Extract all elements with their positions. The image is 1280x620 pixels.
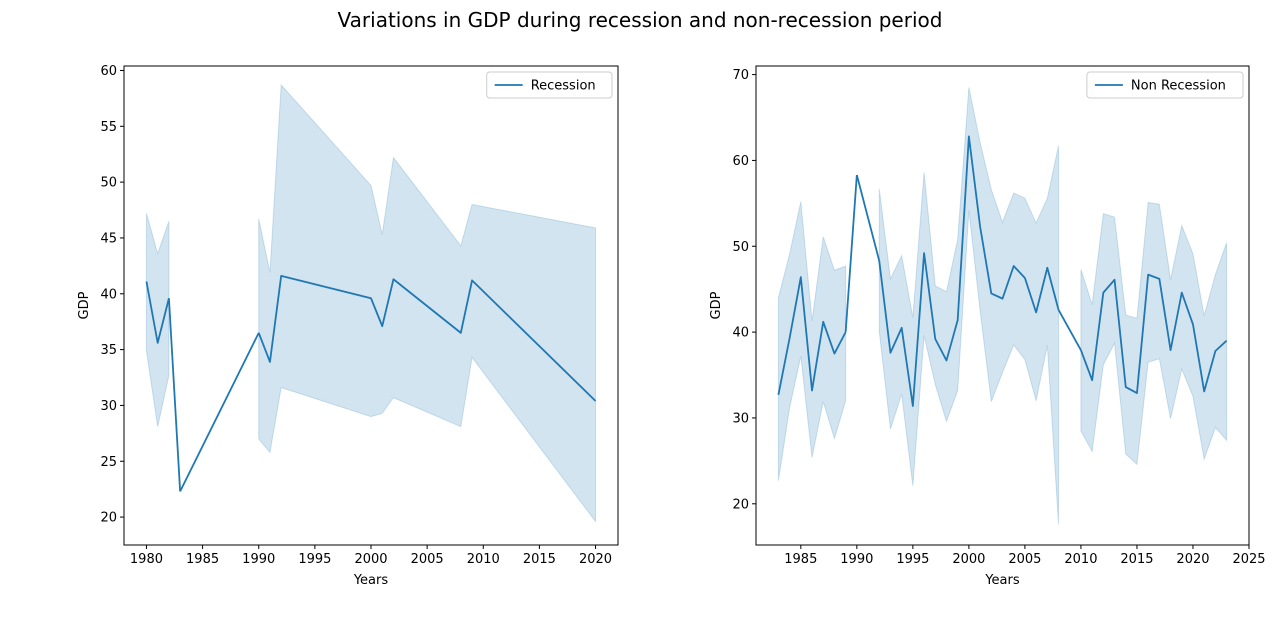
x-tick-label-left-8: 2020 <box>579 552 612 567</box>
series-line-left-2 <box>257 275 597 402</box>
x-tick-label-right-7: 2020 <box>1176 552 1209 567</box>
x-tick-label-right-2: 1995 <box>896 552 929 567</box>
y-tick-label-right-2: 40 <box>732 326 749 341</box>
y-tick-label-left-0: 20 <box>100 511 117 526</box>
x-tick-label-left-2: 1990 <box>242 552 275 567</box>
x-tick-label-right-8: 2025 <box>1232 552 1265 567</box>
confidence-band-left-2 <box>258 83 597 524</box>
x-tick-label-right-3: 2000 <box>952 552 985 567</box>
y-tick-label-left-1: 25 <box>100 455 117 470</box>
series-line-bridge-right-2 <box>1057 309 1082 351</box>
x-tick-label-right-4: 2005 <box>1008 552 1041 567</box>
legend-box-left <box>486 71 613 99</box>
x-axis-label-left: Years <box>353 573 389 588</box>
axes-frame-right <box>755 65 1250 546</box>
x-tick-label-left-0: 1980 <box>130 552 163 567</box>
y-tick-label-left-2: 30 <box>100 399 117 414</box>
x-tick-label-right-0: 1985 <box>784 552 817 567</box>
y-tick-label-right-5: 70 <box>732 68 749 83</box>
series-line-bridge-left-1 <box>179 332 260 492</box>
series-line-bridge-left-0 <box>168 298 182 492</box>
x-tick-label-left-3: 1995 <box>298 552 331 567</box>
series-line-left-0 <box>145 281 170 344</box>
x-axis-label-right: Years <box>984 573 1020 588</box>
y-tick-label-left-3: 35 <box>100 343 117 358</box>
confidence-band-right-3 <box>1080 201 1228 466</box>
series-line-bridge-right-0 <box>844 174 858 333</box>
y-tick-label-left-7: 55 <box>100 120 117 135</box>
y-tick-label-right-4: 60 <box>732 154 749 169</box>
legend-label-left: Recession <box>531 79 596 94</box>
x-tick-label-left-6: 2010 <box>467 552 500 567</box>
x-tick-label-right-5: 2010 <box>1064 552 1097 567</box>
x-tick-label-left-5: 2005 <box>411 552 444 567</box>
y-tick-label-right-1: 30 <box>732 411 749 426</box>
x-tick-label-left-4: 2000 <box>354 552 387 567</box>
y-tick-label-left-8: 60 <box>100 64 117 79</box>
legend-right: Non Recession <box>1086 71 1244 99</box>
y-axis-label-left: GDP <box>77 291 92 319</box>
y-tick-label-left-5: 45 <box>100 231 117 246</box>
series-line-bridge-right-1 <box>855 174 881 262</box>
series-line-right-3 <box>1080 273 1228 394</box>
x-tick-label-left-1: 1985 <box>186 552 219 567</box>
y-tick-label-right-3: 50 <box>732 240 749 255</box>
y-tick-label-left-4: 40 <box>100 287 117 302</box>
confidence-band-left-0 <box>145 213 170 427</box>
x-tick-label-right-6: 2015 <box>1120 552 1153 567</box>
figure-title: Variations in GDP during recession and n… <box>337 8 943 32</box>
confidence-band-right-2 <box>878 87 1060 525</box>
x-tick-label-right-1: 1990 <box>840 552 873 567</box>
y-tick-label-left-6: 50 <box>100 176 117 191</box>
legend-label-right: Non Recession <box>1131 79 1226 94</box>
y-axis-label-right: GDP <box>709 291 724 319</box>
legend-left: Recession <box>486 71 613 99</box>
legend-box-right <box>1086 71 1244 99</box>
x-tick-label-left-7: 2015 <box>523 552 556 567</box>
chart-panel-right: 1985 1990 1995 2000 2005 2010 2015 2020 20252030… <box>709 65 1266 588</box>
chart-panel-left: 1980 1985 1990 1995 2000 2005 2010 2015 20202025… <box>77 64 619 588</box>
series-line-right-0 <box>777 276 847 395</box>
y-tick-label-right-0: 20 <box>732 497 749 512</box>
series-line-right-2 <box>878 135 1060 407</box>
confidence-band-right-0 <box>777 201 847 481</box>
